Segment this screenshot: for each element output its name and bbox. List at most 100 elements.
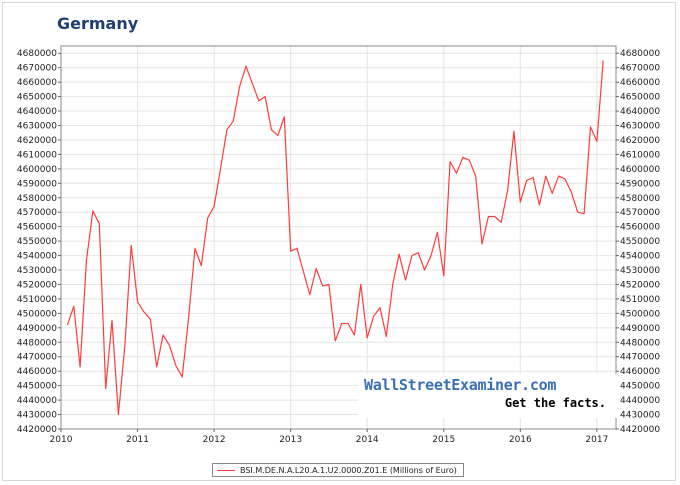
y-tick-label: 4580000 (17, 194, 57, 204)
data-point (455, 172, 457, 174)
data-point (379, 306, 381, 308)
y-tick-label-right: 4600000 (620, 165, 660, 175)
y-tick-label: 4550000 (17, 237, 57, 247)
y-tick-label: 4670000 (17, 64, 57, 74)
data-point (404, 279, 406, 281)
data-point (551, 192, 553, 194)
y-tick-label-right: 4610000 (620, 150, 660, 160)
data-point (92, 210, 94, 212)
data-point (296, 247, 298, 249)
data-point (449, 160, 451, 162)
y-tick-label: 4510000 (17, 295, 57, 305)
data-point (162, 334, 164, 336)
data-point (156, 366, 158, 368)
data-point (557, 175, 559, 177)
data-point (124, 345, 126, 347)
data-point (526, 179, 528, 181)
data-point (251, 82, 253, 84)
y-tick-label: 4560000 (17, 223, 57, 233)
x-tick-label: 2015 (432, 435, 455, 445)
data-point (577, 211, 579, 213)
data-point (98, 223, 100, 225)
data-point (277, 134, 279, 136)
y-tick-label-right: 4480000 (620, 338, 660, 348)
y-tick-label-right: 4430000 (620, 411, 660, 421)
data-point (283, 116, 285, 118)
y-tick-label-right: 4590000 (620, 179, 660, 189)
data-point (347, 322, 349, 324)
y-tick-label: 4630000 (17, 121, 57, 131)
legend-swatch (217, 469, 235, 471)
data-point (538, 204, 540, 206)
data-point (392, 283, 394, 285)
y-tick-label: 4530000 (17, 266, 57, 276)
data-point (411, 254, 413, 256)
y-tick-label: 4540000 (17, 252, 57, 262)
data-point (143, 311, 145, 313)
y-tick-label: 4620000 (17, 136, 57, 146)
data-point (175, 364, 177, 366)
data-point (430, 254, 432, 256)
y-tick-label-right: 4510000 (620, 295, 660, 305)
data-point (564, 178, 566, 180)
data-point (302, 270, 304, 272)
y-tick-label-right: 4670000 (620, 64, 660, 74)
data-point (85, 259, 87, 261)
y-tick-label: 4430000 (17, 411, 57, 421)
y-tick-label: 4650000 (17, 93, 57, 103)
data-point (290, 250, 292, 252)
data-point (232, 120, 234, 122)
y-tick-label: 4610000 (17, 150, 57, 160)
y-tick-label-right: 4630000 (620, 121, 660, 131)
data-point (366, 337, 368, 339)
y-tick-label-right: 4530000 (620, 266, 660, 276)
y-tick-label: 4520000 (17, 280, 57, 290)
y-tick-label-right: 4540000 (620, 252, 660, 262)
y-tick-label-right: 4450000 (620, 382, 660, 392)
y-tick-label: 4420000 (17, 425, 57, 435)
y-tick-label-right: 4460000 (620, 367, 660, 377)
x-tick-label: 2016 (509, 435, 532, 445)
watermark: WallStreetExaminer.com Get the facts. (358, 374, 620, 418)
data-point (168, 344, 170, 346)
y-tick-label-right: 4560000 (620, 223, 660, 233)
data-point (506, 189, 508, 191)
y-tick-label: 4600000 (17, 165, 57, 175)
data-point (385, 335, 387, 337)
y-tick-label-right: 4470000 (620, 353, 660, 363)
series-layer (66, 60, 604, 416)
y-tick-label-right: 4680000 (620, 49, 660, 59)
data-point (73, 305, 75, 307)
data-point (111, 319, 113, 321)
data-point (149, 318, 151, 320)
y-tick-label: 4460000 (17, 367, 57, 377)
plot-area (60, 45, 617, 430)
data-point (219, 168, 221, 170)
data-point (487, 215, 489, 217)
data-point (475, 175, 477, 177)
data-point (238, 85, 240, 87)
watermark-site: WallStreetExaminer.com (364, 376, 557, 394)
data-point (200, 265, 202, 267)
data-point (181, 376, 183, 378)
data-point (589, 126, 591, 128)
data-point (372, 315, 374, 317)
data-point (583, 213, 585, 215)
data-point (353, 334, 355, 336)
data-point (360, 283, 362, 285)
data-point (258, 100, 260, 102)
y-tick-label-right: 4640000 (620, 107, 660, 117)
data-point (187, 317, 189, 319)
y-tick-label-right: 4490000 (620, 324, 660, 334)
y-tick-label-right: 4650000 (620, 93, 660, 103)
y-tick-label-right: 4500000 (620, 309, 660, 319)
legend: BSI.M.DE.N.A.L20.A.1.U2.0000.Z01.E (Mill… (212, 463, 464, 477)
data-point (532, 176, 534, 178)
y-tick-label-right: 4660000 (620, 78, 660, 88)
data-point (462, 156, 464, 158)
y-tick-label-right: 4420000 (620, 425, 660, 435)
y-tick-label: 4440000 (17, 396, 57, 406)
data-point (315, 267, 317, 269)
data-point (117, 413, 119, 415)
data-point (79, 366, 81, 368)
